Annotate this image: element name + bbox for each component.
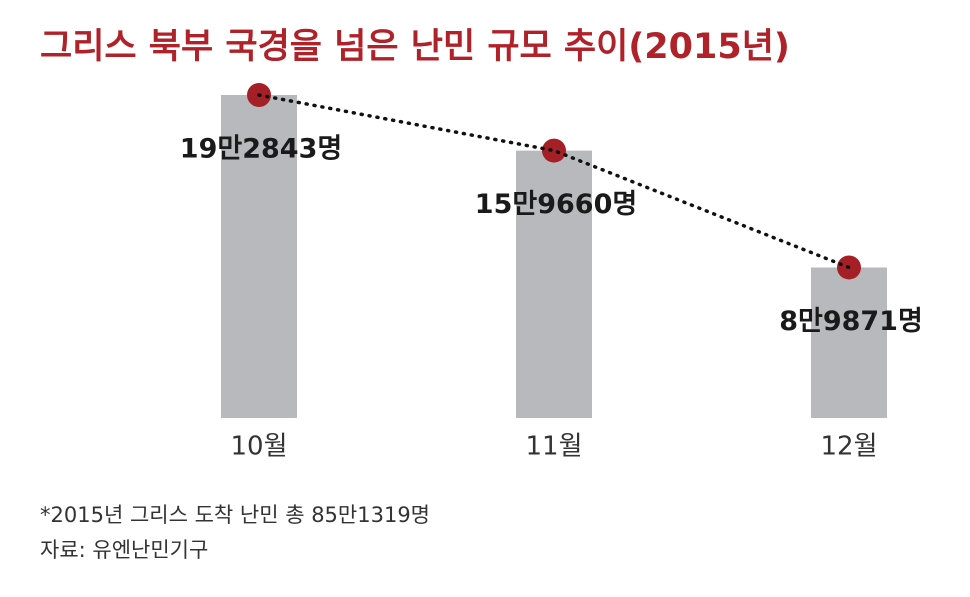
value-label: 19만2843명 [180,134,342,165]
bar [811,267,887,418]
x-tick-label: 11월 [525,432,582,462]
chart-title: 그리스 북부 국경을 넘은 난민 규모 추이(2015년) [40,27,790,67]
x-tick-label: 10월 [230,432,287,462]
trend-line [257,93,851,270]
value-label: 15만9660명 [475,189,637,220]
source: 자료: 유엔난민기구 [40,538,208,562]
bar [221,95,297,418]
x-tick-label: 12월 [820,432,877,462]
bar [516,150,592,418]
value-label: 8만9871명 [779,306,923,337]
footnote: *2015년 그리스 도착 난민 총 85만1319명 [40,503,430,527]
marker [542,138,566,163]
